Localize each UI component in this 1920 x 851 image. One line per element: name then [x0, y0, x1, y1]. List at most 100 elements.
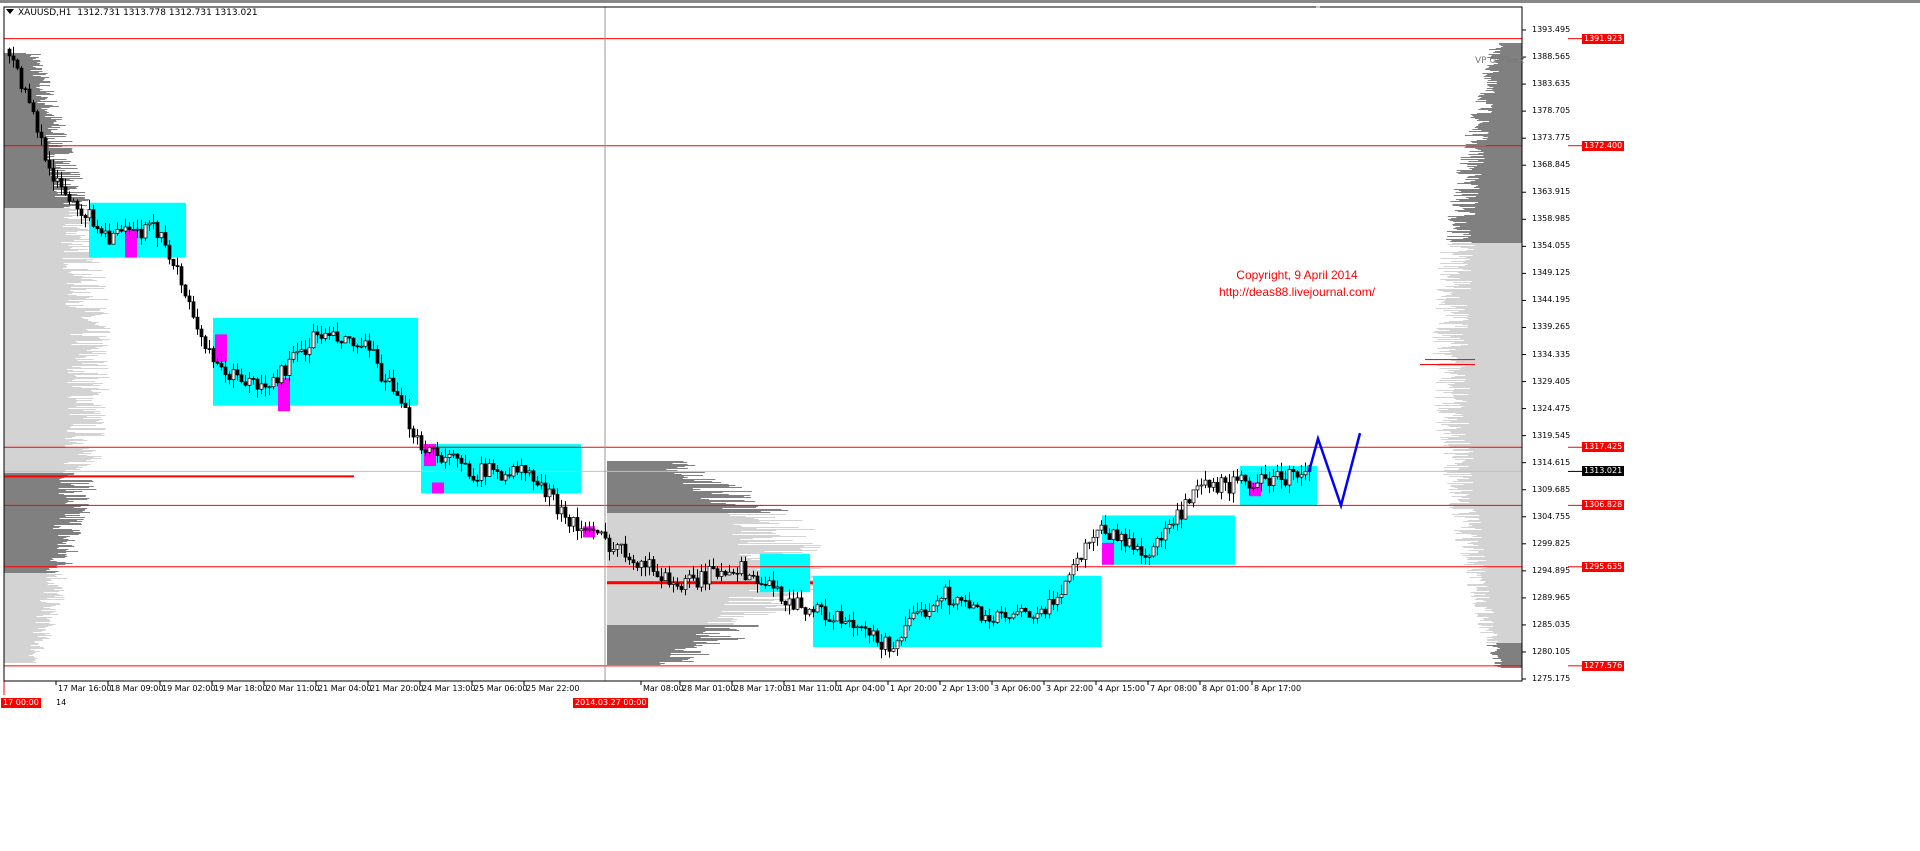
- volume-profile-bar: [4, 257, 102, 258]
- volume-profile-bar: [1468, 466, 1522, 467]
- volume-profile-bar: [4, 258, 63, 259]
- volume-profile-bar: [1480, 93, 1522, 94]
- volume-profile-bar: [1449, 275, 1522, 276]
- volume-profile-bar: [1475, 148, 1522, 149]
- price-tick-label: 1339.265: [1532, 322, 1571, 332]
- volume-profile-bar: [4, 452, 84, 453]
- volume-profile-bar: [607, 663, 665, 664]
- volume-profile-bar: [1468, 455, 1522, 456]
- candle-body: [935, 600, 940, 607]
- volume-profile-bar: [1447, 370, 1522, 371]
- volume-profile-bar: [4, 479, 60, 480]
- volume-profile-bar: [4, 129, 58, 130]
- volume-profile-bar: [1474, 528, 1522, 529]
- volume-profile-bar: [4, 499, 88, 500]
- candle-body: [383, 380, 388, 383]
- volume-profile-bar: [1446, 276, 1522, 277]
- volume-profile-bar: [4, 506, 81, 507]
- volume-profile-bar: [607, 534, 733, 535]
- candle-body: [647, 559, 652, 568]
- volume-profile-bar: [1483, 136, 1522, 137]
- volume-profile-bar: [1497, 655, 1522, 656]
- volume-profile-bar: [4, 439, 84, 440]
- url-text: http://deas88.livejournal.com/: [1218, 285, 1376, 299]
- volume-profile-bar: [4, 53, 27, 54]
- volume-profile-bar: [1484, 94, 1522, 95]
- volume-profile-bar: [1463, 416, 1522, 417]
- volume-profile-bar: [1448, 387, 1522, 388]
- price-chart[interactable]: [0, 3, 1920, 851]
- candle-body: [395, 391, 400, 396]
- candle-body: [939, 598, 944, 602]
- volume-profile-bar: [4, 203, 64, 204]
- volume-profile-bar: [1438, 268, 1522, 269]
- volume-profile-bar: [607, 462, 688, 463]
- volume-profile-bar: [4, 205, 88, 206]
- volume-profile-bar: [1476, 535, 1522, 536]
- volume-profile-bar: [1493, 61, 1522, 62]
- dropdown-triangle-icon[interactable]: [6, 9, 14, 14]
- volume-profile-bar: [4, 542, 63, 543]
- volume-profile-bar: [1433, 341, 1522, 342]
- volume-profile-bar: [4, 308, 107, 309]
- volume-profile-bar: [4, 335, 83, 336]
- volume-profile-bar: [1487, 80, 1522, 81]
- volume-profile-bar: [4, 225, 83, 226]
- candle-body: [1275, 471, 1280, 478]
- volume-profile-bar: [1443, 392, 1522, 393]
- candle-body: [1147, 555, 1152, 558]
- volume-profile-bar: [1443, 301, 1522, 302]
- price-tick-label: 1388.565: [1532, 52, 1571, 62]
- volume-profile-bar: [607, 585, 820, 586]
- time-tick-label: 21 Mar 04:00: [318, 684, 372, 693]
- volume-profile-bar: [1450, 306, 1522, 307]
- volume-profile-bar: [1459, 256, 1522, 257]
- volume-profile-bar: [1472, 451, 1522, 452]
- volume-profile-bar: [607, 578, 776, 579]
- volume-profile-bar: [1487, 133, 1522, 134]
- volume-profile-bar: [1437, 348, 1522, 349]
- volume-profile-bar: [4, 563, 73, 564]
- symbol: XAUUSD,H1: [18, 8, 72, 18]
- volume-profile-bar: [4, 156, 55, 157]
- candle-body: [991, 620, 996, 623]
- volume-profile-bar: [4, 176, 81, 177]
- volume-profile-bar: [1455, 362, 1522, 363]
- volume-profile-bar: [1467, 570, 1522, 571]
- volume-profile-bar: [4, 136, 66, 137]
- volume-profile-bar: [1478, 518, 1522, 519]
- volume-profile-bar: [1471, 184, 1522, 185]
- volume-profile-bar: [4, 97, 48, 98]
- volume-profile-bar: [1453, 221, 1522, 222]
- volume-profile-bar: [1486, 607, 1522, 608]
- candle-body: [695, 577, 700, 588]
- volume-profile-bar: [4, 442, 77, 443]
- price-tick-label: 1354.055: [1532, 241, 1571, 251]
- candle-body: [595, 529, 600, 534]
- volume-profile-bar: [1472, 536, 1522, 537]
- volume-profile-bar: [1464, 147, 1522, 148]
- candle-body: [843, 621, 848, 624]
- volume-profile-bar: [1465, 434, 1522, 435]
- candle-body: [643, 560, 648, 568]
- volume-profile-bar: [1461, 532, 1522, 533]
- candle-body: [139, 228, 144, 239]
- volume-profile-bar: [4, 196, 55, 197]
- volume-profile-bar: [1492, 646, 1522, 647]
- volume-profile-bar: [607, 509, 782, 510]
- time-tick-label: 8 Apr 01:00: [1202, 684, 1250, 693]
- volume-profile-bar: [4, 516, 66, 517]
- candle-body: [623, 543, 628, 558]
- volume-profile-bar: [607, 565, 808, 566]
- volume-profile-bar: [1446, 295, 1522, 296]
- volume-profile-bar: [1457, 499, 1522, 500]
- volume-profile-bar: [607, 646, 695, 647]
- candle-body: [1219, 477, 1224, 493]
- volume-profile-bar: [4, 569, 50, 570]
- volume-profile-bar: [1455, 227, 1522, 228]
- volume-profile-bar: [1494, 60, 1522, 61]
- time-tick-label: 31 Mar 11:00: [786, 684, 840, 693]
- volume-profile-bar: [4, 618, 48, 619]
- volume-profile-bar: [1470, 141, 1522, 142]
- candle-body: [583, 528, 588, 531]
